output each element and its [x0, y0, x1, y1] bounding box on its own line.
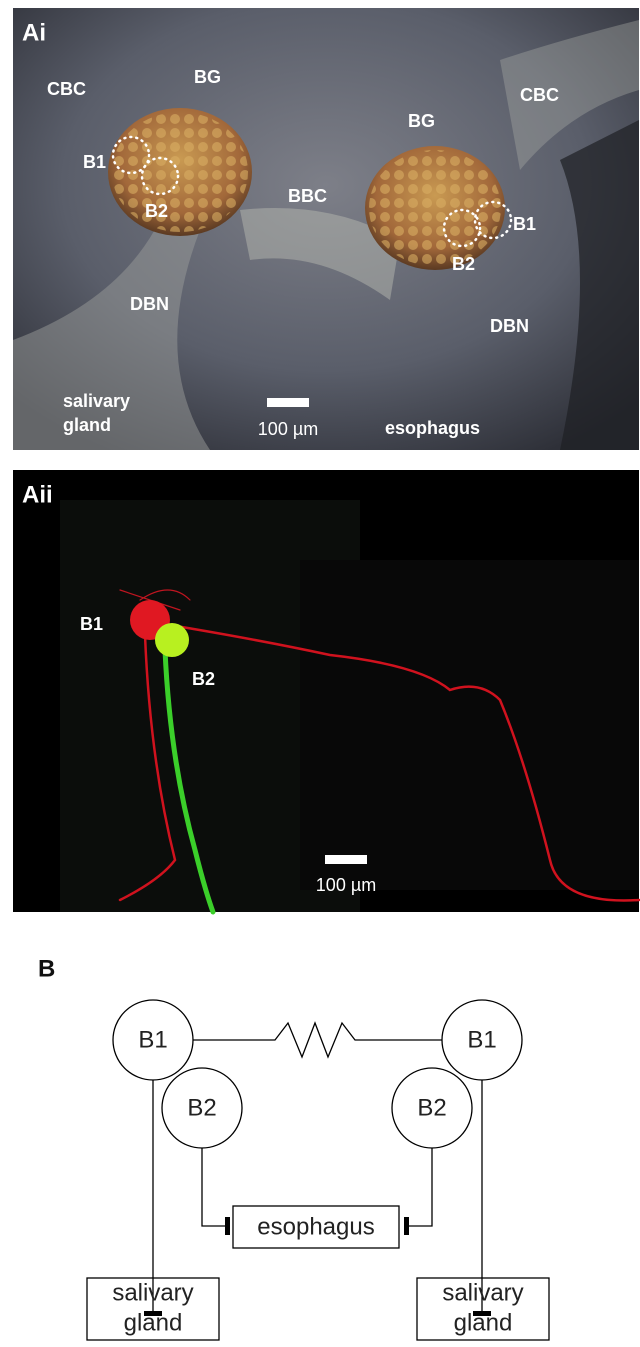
label: B2 — [192, 669, 215, 689]
label: DBN — [130, 294, 169, 314]
ganglion-cells — [369, 150, 501, 266]
label: esophagus — [385, 418, 480, 438]
box-label: salivary — [112, 1279, 193, 1306]
neuron-b2 — [155, 623, 189, 657]
node-label: B2 — [187, 1094, 216, 1121]
panel-aii: Aii B1 B2 100 µm — [13, 470, 639, 912]
scale-bar — [267, 398, 309, 407]
scale-bar — [325, 855, 367, 864]
box-label: esophagus — [257, 1213, 374, 1240]
panel-label: Aii — [22, 481, 53, 508]
label: B1 — [80, 614, 103, 634]
scale-label: 100 µm — [316, 875, 376, 895]
node-label: B1 — [138, 1026, 167, 1053]
synapse — [404, 1217, 409, 1235]
label: salivary — [63, 391, 130, 411]
figure: Ai CBC BG B1 B2 BBC BG CBC B1 B2 DBN DBN… — [0, 0, 640, 1342]
label: B2 — [452, 254, 475, 274]
panel-b: B B1 B1 B2 B2 esophagus salivary gland s… — [38, 955, 549, 1340]
node-label: B2 — [417, 1094, 446, 1121]
label: B1 — [513, 214, 536, 234]
box-label: gland — [124, 1309, 183, 1336]
label: BG — [194, 67, 221, 87]
ganglion-cells — [112, 112, 248, 232]
box-label: salivary — [442, 1279, 523, 1306]
synapse — [225, 1217, 230, 1235]
label: B2 — [145, 201, 168, 221]
label: CBC — [520, 85, 559, 105]
label: gland — [63, 415, 111, 435]
tile — [300, 560, 639, 890]
label: CBC — [47, 79, 86, 99]
label: DBN — [490, 316, 529, 336]
label: BG — [408, 111, 435, 131]
panel-label: B — [38, 955, 55, 982]
box-label: gland — [454, 1309, 513, 1336]
label: BBC — [288, 186, 327, 206]
panel-label: Ai — [22, 19, 46, 46]
scale-label: 100 µm — [258, 419, 318, 439]
label: B1 — [83, 152, 106, 172]
node-label: B1 — [467, 1026, 496, 1053]
electrical-coupling — [193, 1023, 442, 1057]
panel-ai: Ai CBC BG B1 B2 BBC BG CBC B1 B2 DBN DBN… — [13, 8, 639, 450]
